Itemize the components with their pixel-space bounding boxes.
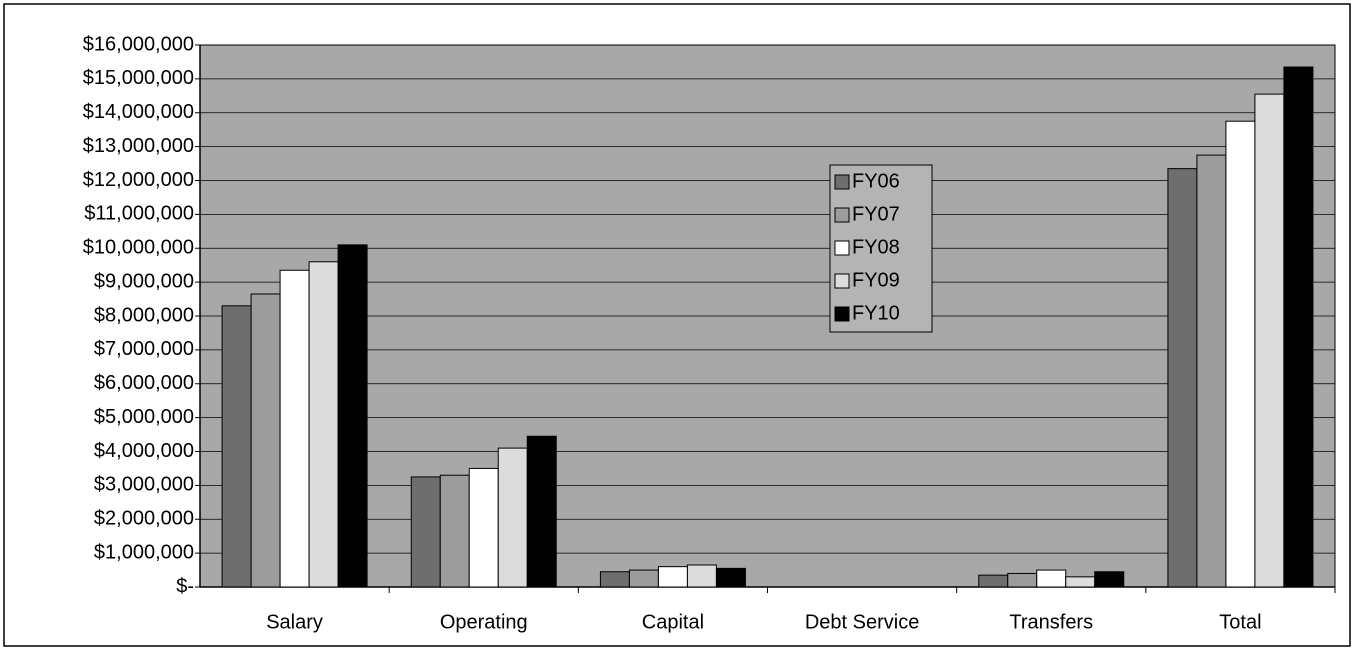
y-tick-label: $2,000,000 (94, 508, 194, 530)
bar (337, 244, 368, 588)
x-tick-label: Operating (440, 611, 528, 633)
y-tick-label: $11,000,000 (84, 203, 194, 225)
legend-label: FY10 (852, 302, 900, 324)
bar (308, 261, 339, 588)
legend-swatch (834, 306, 850, 322)
y-tick-label: $10,000,000 (83, 237, 194, 259)
bar (1225, 120, 1256, 588)
x-tick-label: Debt Service (805, 611, 920, 633)
legend-swatch (834, 273, 850, 289)
bar (1196, 154, 1227, 588)
bar (279, 269, 310, 588)
bar (599, 571, 630, 588)
x-tick-label: Capital (642, 611, 704, 633)
legend-label: FY09 (852, 269, 900, 291)
bar (497, 447, 528, 588)
x-tick-label: Total (1219, 611, 1261, 633)
bar (221, 305, 252, 588)
bar (468, 467, 499, 588)
y-tick-label: $6,000,000 (94, 372, 194, 394)
x-tick-label: Salary (266, 611, 323, 633)
y-tick-label: $1,000,000 (94, 541, 194, 563)
bar (250, 293, 281, 588)
bar (1167, 168, 1198, 588)
bar (1094, 571, 1125, 588)
y-tick-label: $14,000,000 (83, 101, 194, 123)
y-tick-label: $12,000,000 (83, 169, 194, 191)
bar (1254, 93, 1285, 588)
bar (439, 474, 470, 588)
y-tick-label: $4,000,000 (94, 440, 194, 462)
bar (1007, 572, 1038, 588)
legend-swatch (834, 240, 850, 256)
y-tick-label: $8,000,000 (94, 304, 194, 326)
bar (410, 476, 441, 588)
bar (978, 574, 1009, 588)
bar (1283, 66, 1314, 588)
y-tick-label: $7,000,000 (94, 338, 194, 360)
y-tick-label: $13,000,000 (83, 135, 194, 157)
legend-swatch (834, 207, 850, 223)
bar (657, 566, 688, 588)
bar (686, 564, 717, 588)
legend-label: FY07 (852, 203, 900, 225)
bar (628, 569, 659, 588)
legend-label: FY06 (852, 170, 900, 192)
y-tick-label: $- (176, 575, 194, 597)
x-tick-label: Transfers (1009, 611, 1093, 633)
legend-swatch (834, 174, 850, 190)
bar (526, 435, 557, 588)
y-tick-label: $5,000,000 (94, 406, 194, 428)
y-tick-label: $16,000,000 (83, 33, 194, 55)
bar (1065, 576, 1096, 588)
bar (715, 567, 746, 588)
y-tick-label: $3,000,000 (94, 474, 194, 496)
y-tick-label: $15,000,000 (83, 67, 194, 89)
bar (1036, 569, 1067, 588)
legend-label: FY08 (852, 236, 900, 258)
y-tick-label: $9,000,000 (94, 270, 194, 292)
